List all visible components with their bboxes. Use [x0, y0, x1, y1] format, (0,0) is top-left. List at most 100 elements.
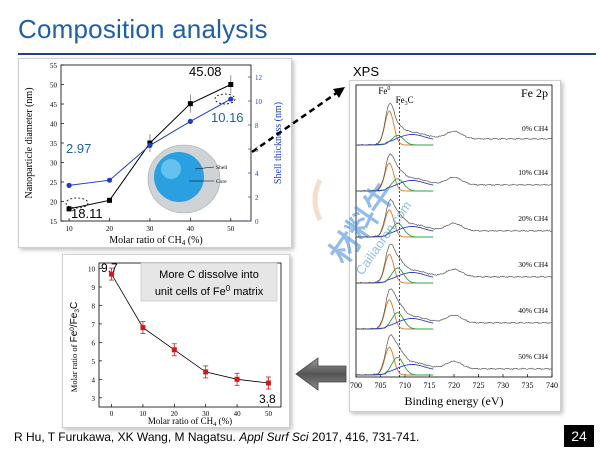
- ratio-point: [140, 325, 146, 331]
- measured-spectrum: [355, 153, 552, 192]
- measured-spectrum: [355, 334, 553, 376]
- left-block-arrow: [295, 357, 347, 391]
- y-tick-label: 7: [92, 321, 96, 329]
- right-y-axis-label: Shell thickness (nm): [273, 102, 284, 184]
- left-y-tick-label: 40: [50, 121, 58, 129]
- x-axis-label: Molar ratio of CH4 (%): [109, 235, 203, 247]
- callout-line2: unit cells of Fe0 matrix: [155, 284, 264, 298]
- right-y-tick-label: 4: [255, 170, 259, 178]
- callout-line1: More C dissolve into: [159, 269, 259, 281]
- x-tick-label: 30: [146, 225, 154, 233]
- xps-spectrum: [355, 198, 553, 238]
- y-tick-label: 8: [92, 302, 96, 310]
- citation-details: 2017, 416, 731-741.: [308, 430, 420, 444]
- y-tick-label: 3: [92, 395, 96, 403]
- measured-spectrum: [355, 243, 553, 284]
- left-y-tick-label: 15: [50, 218, 58, 226]
- ratio-point: [203, 369, 209, 375]
- diameter-shell-chart-panel: 1520253035404550550246810121020304050Mol…: [18, 58, 292, 248]
- ratio-point: [234, 376, 240, 382]
- x-tick-label: 50: [265, 410, 273, 418]
- xps-chart-panel: 700 705 710 715 720 725 730 735 740 Binding energ…: [349, 80, 561, 412]
- highlight-ellipse: [65, 197, 89, 209]
- shell-point: [66, 182, 72, 188]
- diameter-shell-chart: 1520253035404550550246810121020304050Mol…: [24, 62, 284, 247]
- x-axis-label: Molar ratio of CH4 (%): [148, 416, 232, 427]
- annotation-first: 9.7: [101, 261, 118, 275]
- callout-box: [140, 262, 278, 302]
- spectrum-label: 50% CH4: [518, 352, 548, 361]
- ratio-point: [265, 380, 271, 386]
- diameter-point: [228, 82, 234, 87]
- x-tick-label: 10: [66, 225, 74, 233]
- x-tick-label: 735: [522, 381, 534, 390]
- xps-spectrum: [355, 153, 552, 192]
- shell-point: [187, 118, 193, 124]
- left-y-tick-label: 45: [50, 101, 58, 109]
- shell-point: [147, 142, 153, 148]
- y-tick-label: 6: [92, 339, 96, 347]
- ratio-chart: 3 4 5 6 7 8 9 10 0 10 20 30 40 50 Molar ratio of CH4 (…: [69, 261, 282, 428]
- citation: R Hu, T Furukawa, XK Wang, M Nagatsu. Ap…: [14, 430, 419, 444]
- x-tick-label: 20: [106, 225, 114, 233]
- y-tick-label: 5: [92, 358, 96, 366]
- y-tick-label: 4: [92, 376, 96, 384]
- x-tick-label: 700: [350, 381, 362, 390]
- x-tick-label: 725: [473, 381, 485, 390]
- right-y-tick-label: 0: [255, 218, 259, 226]
- page-number: 24: [564, 425, 594, 447]
- left-y-tick-label: 25: [50, 179, 58, 187]
- left-y-tick-label: 35: [50, 140, 58, 148]
- x-tick-label: 710: [399, 381, 411, 390]
- xps-spectrum: [355, 288, 553, 330]
- shell-point: [106, 177, 113, 183]
- spectrum-label: 30% CH4: [518, 260, 548, 269]
- ratio-series-line: [111, 273, 269, 384]
- measured-spectrum: [355, 198, 553, 238]
- core-highlight: [161, 159, 181, 179]
- xps-chart: 700 705 710 715 720 725 730 735 740 Binding energ…: [350, 84, 558, 408]
- shell-pointer: [194, 166, 215, 170]
- annotation-top-blue: 10.16: [211, 110, 244, 125]
- xps-label: XPS: [353, 64, 380, 79]
- left-y-tick-label: 55: [50, 62, 58, 70]
- core-shell-inset: Shell Core: [147, 144, 228, 214]
- right-y-tick-label: 2: [255, 194, 259, 202]
- x-axis-label: Binding energy (eV): [404, 394, 503, 408]
- dashed-arrow-head: [333, 87, 345, 98]
- shell-point: [228, 96, 234, 102]
- annotation-left-blue: 2.97: [66, 141, 91, 156]
- xps-spectrum: [355, 243, 553, 284]
- fe3c-peak-label: Fe3C: [396, 95, 414, 107]
- measured-spectrum: [355, 288, 553, 330]
- watermark-logo: 材料牛 Cailiaoren.com: [312, 177, 414, 278]
- ratio-point: [171, 347, 177, 353]
- x-tick-label: 715: [424, 381, 436, 390]
- ratio-point: [109, 271, 115, 277]
- xps-spectrum: [355, 102, 553, 147]
- right-y-tick-label: 12: [255, 74, 263, 82]
- right-y-tick-label: 10: [255, 98, 263, 106]
- x-tick-label: 740: [546, 381, 558, 390]
- y-axis-label: Molar ratio of Fe0/Fe3C: [69, 302, 81, 392]
- x-tick-label: 30: [202, 410, 210, 418]
- panel-label: Fe 2p: [521, 86, 548, 100]
- y-tick-label: 10: [88, 266, 96, 274]
- x-tick-label: 10: [139, 410, 147, 418]
- xps-spectrum: [355, 334, 553, 376]
- left-y-tick-label: 50: [50, 82, 58, 90]
- spectrum-label: 0% CH4: [522, 124, 548, 133]
- watermark-swoosh: [312, 178, 323, 222]
- annotation-bottom-black: 18.11: [71, 206, 103, 221]
- diameter-point: [187, 101, 193, 107]
- x-tick-label: 705: [375, 381, 387, 390]
- y-tick-label: 9: [92, 284, 96, 292]
- x-tick-label: 730: [497, 381, 509, 390]
- left-y-tick-label: 30: [50, 160, 58, 168]
- ratio-chart-panel: 3 4 5 6 7 8 9 10 0 10 20 30 40 50 Molar ratio of CH4 (…: [62, 254, 290, 428]
- inset-core-label: Core: [216, 179, 227, 185]
- highlight-ellipse: [214, 93, 236, 105]
- x-tick-label: 40: [234, 410, 242, 418]
- annotation-top-black: 45.08: [189, 64, 222, 79]
- spectrum-label: 10% CH4: [518, 168, 548, 177]
